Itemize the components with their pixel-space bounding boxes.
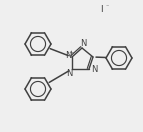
Text: +: + xyxy=(68,50,74,55)
Text: N: N xyxy=(66,69,72,77)
Text: ⁻: ⁻ xyxy=(106,5,109,10)
Text: I: I xyxy=(100,6,103,15)
Text: N: N xyxy=(80,39,86,48)
Text: N: N xyxy=(91,65,97,74)
Text: N: N xyxy=(65,51,71,60)
